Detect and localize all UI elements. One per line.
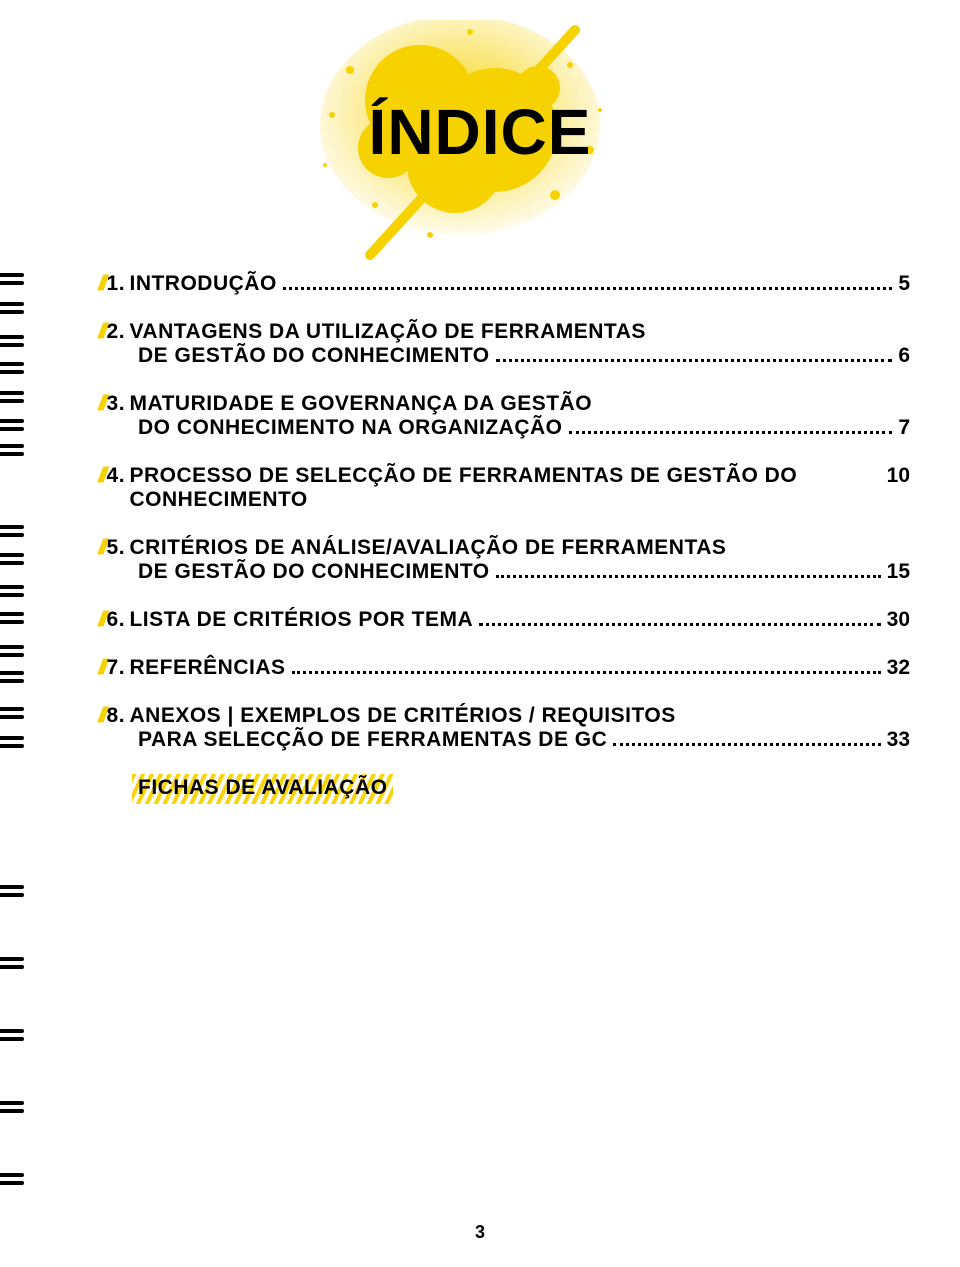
toc-number: 8. [107, 704, 126, 728]
slash-decoration: /// [98, 608, 107, 632]
toc-number: 2. [107, 320, 126, 344]
toc-entry[interactable]: /// 7. REFERÊNCIAS 32 [98, 656, 910, 680]
toc-number: 1. [107, 272, 126, 296]
table-of-contents: /// 1. INTRODUÇÃO 5 /// 2. VANTAGENS DA … [98, 272, 910, 824]
binding-ring [0, 391, 34, 401]
toc-page: 10 [887, 464, 910, 488]
toc-entry[interactable]: /// 3. MATURIDADE E GOVERNANÇA DA GESTÃO… [98, 392, 910, 440]
toc-number: 3. [107, 392, 126, 416]
toc-subentry-label: FICHAS DE AVALIAÇÃO [138, 776, 387, 799]
binding-ring [0, 671, 34, 681]
binding-ring [0, 273, 34, 283]
slash-decoration: /// [98, 392, 107, 416]
toc-label-cont: PARA SELECÇÃO DE FERRAMENTAS DE GC [98, 728, 607, 752]
binding-ring [0, 645, 34, 655]
toc-entry[interactable]: /// 6. LISTA DE CRITÉRIOS POR TEMA 30 [98, 608, 910, 632]
toc-page: 5 [898, 272, 910, 296]
toc-page: 30 [887, 608, 910, 632]
binding-ring [0, 1029, 34, 1039]
binding-ring [0, 525, 34, 535]
binding-ring [0, 302, 34, 312]
toc-number: 7. [107, 656, 126, 680]
slash-decoration: /// [98, 536, 107, 560]
toc-label: PROCESSO DE SELECÇÃO DE FERRAMENTAS DE G… [129, 464, 874, 512]
binding-ring [0, 444, 34, 454]
dot-leader [292, 671, 881, 674]
toc-number: 6. [107, 608, 126, 632]
toc-label: MATURIDADE E GOVERNANÇA DA GESTÃO [129, 392, 592, 416]
dot-leader [496, 575, 881, 578]
binding-ring [0, 612, 34, 622]
slash-decoration: /// [98, 704, 107, 728]
toc-number: 5. [107, 536, 126, 560]
binding-ring [0, 335, 34, 345]
slash-decoration: /// [98, 656, 107, 680]
toc-label: INTRODUÇÃO [129, 272, 276, 296]
toc-label: CRITÉRIOS DE ANÁLISE/AVALIAÇÃO DE FERRAM… [129, 536, 726, 560]
toc-page: 32 [887, 656, 910, 680]
slash-decoration: /// [98, 464, 107, 488]
toc-page: 33 [887, 728, 910, 752]
toc-entry[interactable]: /// 8. ANEXOS | EXEMPLOS DE CRITÉRIOS / … [98, 704, 910, 752]
binding-ring [0, 585, 34, 595]
toc-number: 4. [107, 464, 126, 488]
dot-leader [479, 623, 880, 626]
toc-label-cont: DE GESTÃO DO CONHECIMENTO [98, 560, 490, 584]
page-number: 3 [0, 1222, 960, 1243]
spiral-binding [0, 0, 40, 1267]
binding-ring [0, 553, 34, 563]
toc-entry[interactable]: /// 2. VANTAGENS DA UTILIZAÇÃO DE FERRAM… [98, 320, 910, 368]
binding-ring [0, 1173, 34, 1183]
dot-leader [496, 359, 893, 362]
binding-ring [0, 362, 34, 372]
toc-page: 7 [898, 416, 910, 440]
binding-ring [0, 957, 34, 967]
binding-ring [0, 707, 34, 717]
slash-decoration: /// [98, 320, 107, 344]
toc-label-cont: DO CONHECIMENTO NA ORGANIZAÇÃO [98, 416, 563, 440]
toc-subentry[interactable]: FICHAS DE AVALIAÇÃO [98, 776, 910, 800]
page-title: ÍNDICE [0, 95, 960, 169]
toc-label: VANTAGENS DA UTILIZAÇÃO DE FERRAMENTAS [129, 320, 645, 344]
toc-page: 6 [898, 344, 910, 368]
toc-page: 15 [887, 560, 910, 584]
toc-label-cont: DE GESTÃO DO CONHECIMENTO [98, 344, 490, 368]
toc-label: LISTA DE CRITÉRIOS POR TEMA [129, 608, 473, 632]
toc-entry[interactable]: /// 4. PROCESSO DE SELECÇÃO DE FERRAMENT… [98, 464, 910, 512]
toc-label: ANEXOS | EXEMPLOS DE CRITÉRIOS / REQUISI… [129, 704, 675, 728]
binding-ring [0, 736, 34, 746]
dot-leader [283, 287, 893, 290]
binding-ring [0, 1101, 34, 1111]
toc-entry[interactable]: /// 1. INTRODUÇÃO 5 [98, 272, 910, 296]
toc-entry[interactable]: /// 5. CRITÉRIOS DE ANÁLISE/AVALIAÇÃO DE… [98, 536, 910, 584]
slash-decoration: /// [98, 272, 107, 296]
dot-leader [613, 743, 880, 746]
dot-leader [569, 431, 893, 434]
binding-ring [0, 885, 34, 895]
binding-ring [0, 419, 34, 429]
toc-label: REFERÊNCIAS [129, 656, 285, 680]
